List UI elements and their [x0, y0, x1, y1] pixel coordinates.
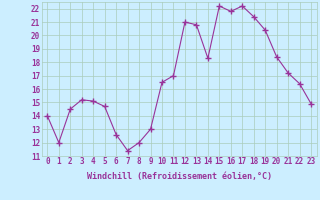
X-axis label: Windchill (Refroidissement éolien,°C): Windchill (Refroidissement éolien,°C) [87, 172, 272, 181]
